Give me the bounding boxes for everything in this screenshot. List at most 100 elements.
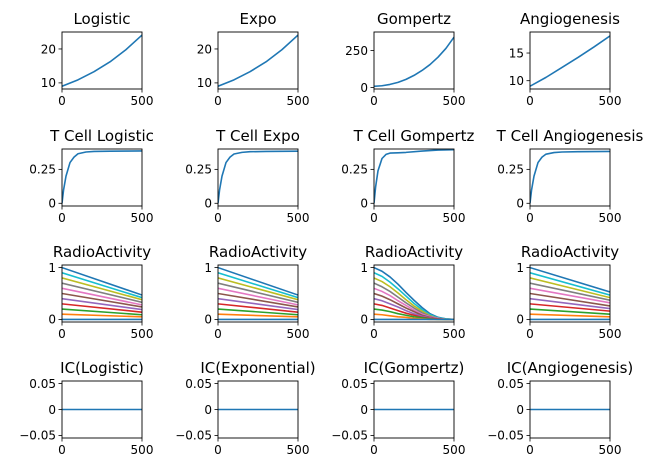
y-tick-label: 0: [204, 403, 212, 417]
y-tick-label: 10: [509, 74, 524, 88]
series-line: [530, 35, 610, 87]
y-tick-label: 1: [516, 261, 524, 275]
series-group: [374, 149, 454, 204]
y-tick-label: 0: [360, 313, 368, 327]
y-tick-label: 0.25: [29, 163, 56, 177]
y-tick-label: 0: [360, 197, 368, 211]
x-tick-label: 500: [443, 211, 466, 225]
subplot-title: T Cell Expo: [215, 127, 300, 145]
subplot: RadioActivity 0 500 0 1: [516, 243, 621, 341]
series-line: [62, 277, 142, 301]
x-tick-label: 500: [599, 94, 622, 108]
x-tick-label: 0: [58, 327, 66, 341]
series-group: [374, 36, 454, 88]
axes-frame: [529, 148, 611, 207]
subplot: RadioActivity 0 500 0 1: [48, 243, 153, 341]
series-line: [218, 150, 298, 204]
y-tick-label: 15: [509, 46, 524, 60]
x-tick-label: 500: [599, 443, 622, 457]
series-line: [62, 292, 142, 308]
y-tick-label: 20: [197, 42, 212, 56]
series-line: [62, 282, 142, 304]
x-tick-label: 0: [58, 211, 66, 225]
axes-frame: [373, 148, 455, 207]
axes-frame: [217, 264, 299, 323]
x-tick-label: 0: [214, 94, 222, 108]
axes-frame: [373, 31, 455, 90]
axes-frame: [373, 264, 455, 323]
series-line: [218, 277, 298, 301]
series-line: [218, 303, 298, 313]
series-group: [218, 266, 298, 321]
series-line: [218, 266, 298, 296]
x-tick-label: 500: [599, 211, 622, 225]
x-tick-label: 0: [526, 211, 534, 225]
x-tick-label: 0: [58, 443, 66, 457]
y-tick-label: −0.05: [487, 429, 524, 443]
axes-frame: [529, 31, 611, 90]
series-line: [530, 271, 610, 296]
x-tick-label: 500: [287, 327, 310, 341]
y-tick-label: 0.25: [185, 163, 212, 177]
series-line: [62, 303, 142, 313]
series-line: [62, 272, 142, 299]
x-tick-label: 0: [214, 327, 222, 341]
axes-frame: [217, 148, 299, 207]
y-tick-label: 0: [516, 197, 524, 211]
series-group: [218, 34, 298, 88]
series-line: [530, 282, 610, 302]
subplot: Angiogenesis 0 500 10 15: [509, 10, 622, 108]
axes-frame: [61, 264, 143, 323]
x-tick-label: 0: [370, 443, 378, 457]
series-group: [62, 266, 142, 321]
subplot-title: RadioActivity: [365, 243, 463, 261]
series-line: [62, 34, 142, 88]
subplot-title: IC(Logistic): [60, 359, 144, 377]
subplot-title: IC(Angiogenesis): [507, 359, 634, 377]
axes-frame: [529, 264, 611, 323]
y-tick-label: 0: [48, 313, 56, 327]
series-line: [218, 287, 298, 306]
subplot-title: T Cell Gompertz: [353, 127, 475, 145]
series-line: [218, 282, 298, 304]
subplot-title: RadioActivity: [521, 243, 619, 261]
x-tick-label: 0: [370, 327, 378, 341]
y-tick-label: 10: [197, 76, 212, 90]
series-line: [62, 308, 142, 316]
series-line: [530, 150, 610, 204]
subplot: T Cell Gompertz 0 500 0 0.25: [341, 127, 474, 225]
y-tick-label: 0: [516, 403, 524, 417]
y-tick-label: 0: [204, 197, 212, 211]
series-line: [62, 313, 142, 318]
x-tick-label: 0: [214, 443, 222, 457]
subplot-title: IC(Exponential): [200, 359, 315, 377]
series-group: [218, 150, 298, 204]
series-group: [530, 35, 610, 87]
x-tick-label: 500: [131, 211, 154, 225]
series-group: [530, 150, 610, 204]
y-tick-label: 20: [41, 42, 56, 56]
series-line: [218, 292, 298, 308]
series-line: [62, 287, 142, 306]
subplot: T Cell Expo 0 500 0 0.25: [185, 127, 309, 225]
x-tick-label: 0: [370, 211, 378, 225]
series-line: [218, 34, 298, 88]
y-tick-label: 0.05: [341, 377, 368, 391]
y-tick-label: 0: [48, 403, 56, 417]
x-tick-label: 500: [443, 94, 466, 108]
series-line: [218, 272, 298, 299]
series-line: [62, 266, 142, 296]
subplot-title: RadioActivity: [53, 243, 151, 261]
y-tick-label: 0: [516, 313, 524, 327]
subplot: Gompertz 0 500 0 250: [345, 10, 465, 108]
x-tick-label: 500: [287, 443, 310, 457]
series-line: [374, 36, 454, 88]
axes-frame: [61, 31, 143, 90]
series-line: [530, 292, 610, 307]
subplot-title: IC(Gompertz): [364, 359, 465, 377]
series-group: [374, 266, 454, 321]
subplot: Expo 0 500 10 20: [197, 10, 310, 108]
